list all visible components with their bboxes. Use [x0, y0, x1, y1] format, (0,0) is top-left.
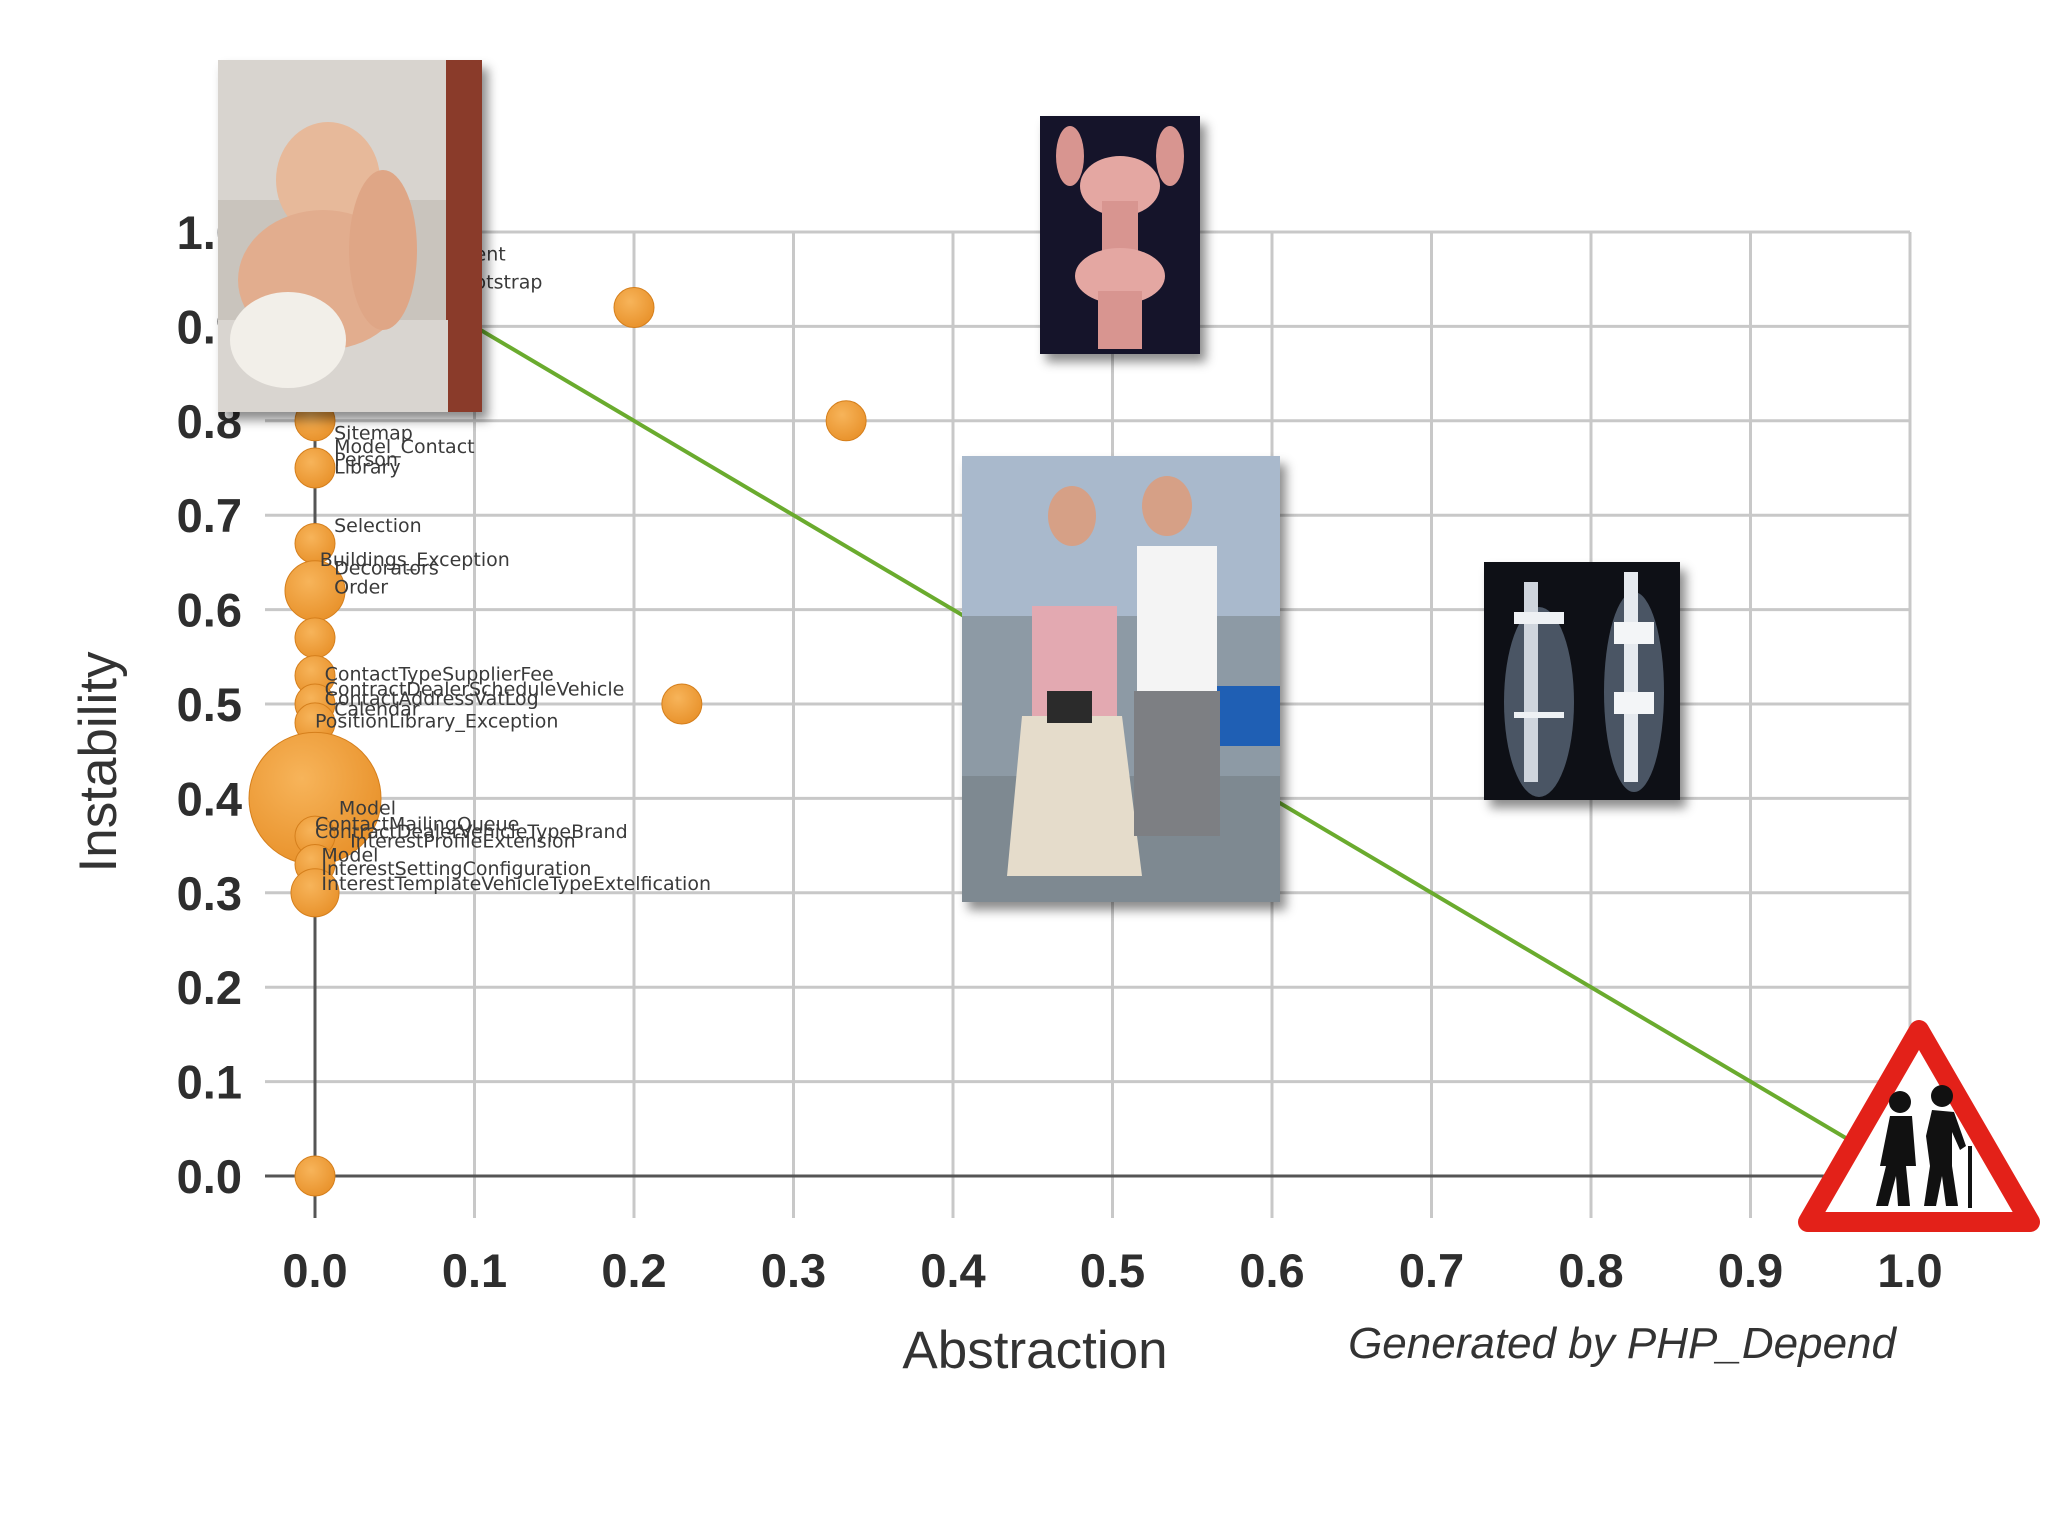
y-tick-label: 0.6	[177, 584, 242, 637]
bubbles	[248, 239, 867, 1197]
point-label: Calendar	[334, 698, 420, 720]
x-tick-labels: 0.0 0.1 0.2 0.3 0.4 0.5 0.6 0.7 0.8 0.9 1.0	[282, 1244, 1942, 1297]
y-axis-title: Instability	[69, 651, 128, 872]
data-point	[661, 683, 703, 725]
point-label: Library	[334, 457, 400, 479]
data-point	[613, 287, 655, 329]
data-point	[290, 868, 340, 918]
data-point	[294, 1155, 336, 1197]
point-label: Selection	[334, 515, 422, 537]
x-tick-label: 0.7	[1399, 1244, 1464, 1297]
y-tick-label: 0.0	[177, 1150, 242, 1203]
data-point	[294, 447, 336, 489]
point-label: InterestTemplateVehicleTypeExtelfication	[321, 873, 711, 895]
point-label: InterestSettingConfiguration	[321, 858, 591, 880]
y-tick-label: 0.4	[177, 772, 242, 825]
point-label: ContactAddressVatLog	[325, 688, 539, 710]
point-label: Decorators	[334, 558, 439, 580]
x-tick-label: 0.9	[1718, 1244, 1783, 1297]
baby-photo	[218, 60, 482, 412]
y-tick-label: 0.1	[177, 1056, 242, 1109]
point-label: ContractDealerScheduleVehicle	[325, 679, 625, 701]
x-tick-label: 0.6	[1239, 1244, 1304, 1297]
x-tick-label: 0.2	[601, 1244, 666, 1297]
x-tick-label: 0.8	[1558, 1244, 1623, 1297]
couple-photo	[962, 456, 1280, 902]
point-labels: ent otstrap SitemapModel_ContactPersonLibr…	[315, 243, 711, 895]
point-label: Sitemap	[334, 423, 413, 445]
x-tick-label: 0.5	[1080, 1244, 1145, 1297]
point-label: Model_Contact	[334, 436, 474, 458]
x-tick-label: 0.3	[761, 1244, 826, 1297]
data-point	[294, 617, 336, 659]
y-tick-label: 0.5	[177, 678, 242, 731]
acrobats-photo	[1040, 116, 1200, 354]
point-label: Order	[334, 577, 388, 599]
elderly-warning-sign	[1796, 1016, 2042, 1236]
data-point	[825, 400, 867, 442]
point-label: ent	[475, 243, 506, 265]
point-label: ContactTypeSupplierFee	[325, 663, 554, 685]
generator-credit: Generated by PHP_Depend	[1348, 1319, 1897, 1368]
point-label: Model	[321, 845, 378, 867]
x-tick-label: 0.4	[920, 1244, 985, 1297]
x-tick-label: 0.1	[442, 1244, 507, 1297]
y-tick-label: 0.2	[177, 961, 242, 1014]
point-label: PositionLibrary_Exception	[315, 711, 558, 733]
point-label: ContractDealerVehicleTypeBrand	[315, 821, 628, 843]
y-tick-label: 0.3	[177, 867, 242, 920]
x-tick-label: 1.0	[1877, 1244, 1942, 1297]
point-label: ContactMailingQueue	[315, 813, 519, 835]
point-label: Model	[339, 797, 396, 819]
point-label: InterestProfileExtension	[350, 830, 576, 852]
point-label: otstrap	[475, 272, 543, 294]
y-tick-label: 0.7	[177, 489, 242, 542]
point-label: Person	[334, 449, 398, 471]
x-tick-label: 0.0	[282, 1244, 347, 1297]
xray-photo	[1484, 562, 1680, 800]
x-axis-title: Abstraction	[902, 1321, 1167, 1380]
point-label: Buildings_Exception	[320, 549, 510, 571]
